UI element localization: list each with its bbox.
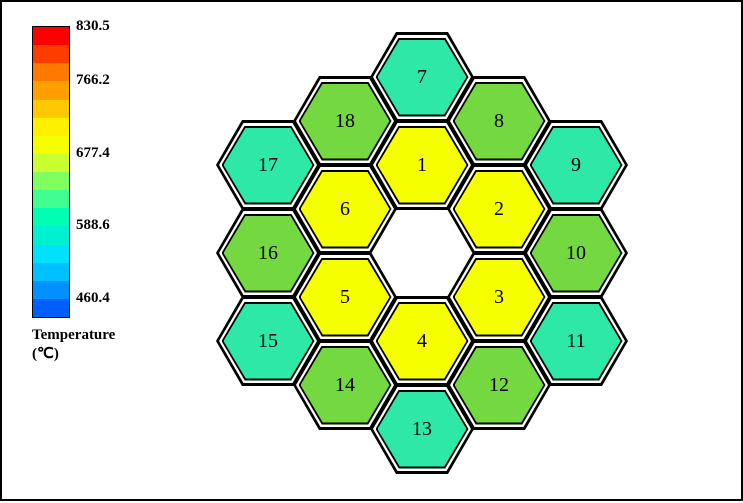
hex-cell-18: 18 — [293, 76, 397, 166]
hex-cell-16: 16 — [216, 208, 320, 298]
hex-cell-9: 9 — [524, 120, 628, 210]
hex-cell-10: 10 — [524, 208, 628, 298]
diagram-frame: Temperature (℃) 830.5766.2677.4588.6460.… — [0, 0, 743, 501]
hex-grid: 123456789101112131415161718 — [2, 2, 743, 503]
hex-cell-15: 15 — [216, 296, 320, 386]
